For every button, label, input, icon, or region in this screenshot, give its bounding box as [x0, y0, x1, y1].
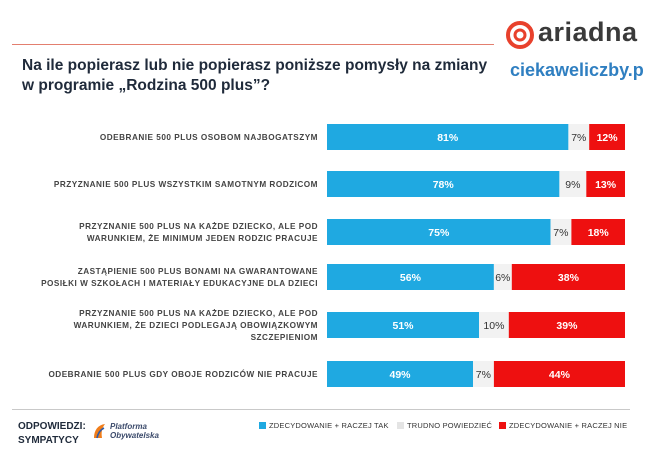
data-label-neutral-3: 6%	[495, 272, 510, 284]
category-label-4-line-2: SZCZEPIENIOM	[251, 333, 318, 342]
ariadna-logo: ariadna	[505, 17, 640, 56]
legend-label-yes: ZDECYDOWANIE + RACZEJ TAK	[269, 421, 389, 430]
party-name-line2: Obywatelska	[110, 431, 159, 440]
top-divider	[12, 44, 494, 45]
category-label-0-line-0: ODEBRANIE 500 PLUS OSOBOM NAJBOGATSZYM	[100, 133, 318, 142]
legend-item-neutral: TRUDNO POWIEDZIEĆ	[397, 421, 492, 430]
party-logo: Platforma Obywatelska	[92, 420, 172, 446]
answers-block: ODPOWIEDZI: SYMPATYCY	[18, 420, 86, 448]
bar-no-5	[493, 361, 625, 387]
category-label-3-line-0: ZASTĄPIENIE 500 PLUS BONAMI NA GWARANTOW…	[78, 267, 318, 276]
chart-legend: ZDECYDOWANIE + RACZEJ TAK TRUDNO POWIEDZ…	[0, 421, 645, 435]
bar-yes-3	[327, 264, 494, 290]
bar-no-3	[511, 264, 625, 290]
brand-site: ciekaweliczby.pl	[510, 60, 645, 80]
legend-swatch-neutral	[397, 422, 404, 429]
legend-label-no: ZDECYDOWANIE + RACZEJ NIE	[509, 421, 628, 430]
data-label-no-0: 12%	[597, 132, 619, 144]
bar-neutral-0	[568, 124, 590, 150]
bar-no-1	[586, 171, 625, 197]
answers-label: ODPOWIEDZI:	[18, 421, 86, 432]
category-label-2-line-1: WARUNKIEM, ŻE MINIMUM JEDEN RODZIC PRACU…	[87, 233, 318, 243]
bar-yes-5	[327, 361, 473, 387]
data-label-yes-3: 56%	[400, 272, 422, 284]
category-label-1-line-0: PRZYZNANIE 500 PLUS WSZYSTKIM SAMOTNYM R…	[54, 180, 318, 189]
data-label-yes-0: 81%	[437, 132, 459, 144]
data-label-neutral-5: 7%	[476, 369, 491, 381]
legend-label-neutral: TRUDNO POWIEDZIEĆ	[407, 421, 493, 430]
bar-neutral-5	[473, 361, 494, 387]
party-name: Platforma Obywatelska	[110, 422, 159, 440]
category-label-4-line-0: PRZYZNANIE 500 PLUS NA KAŻDE DZIECKO, AL…	[79, 308, 318, 318]
bar-neutral-2	[550, 219, 572, 245]
category-label-4-line-1: WARUNKIEM, ŻE DZIECI PODLEGAJĄ OBOWIĄZKO…	[74, 320, 318, 330]
data-label-no-5: 44%	[549, 369, 571, 381]
bar-neutral-3	[493, 264, 512, 290]
bar-neutral-4	[479, 312, 509, 338]
data-label-no-3: 38%	[558, 272, 580, 284]
data-label-no-1: 13%	[595, 179, 617, 191]
bottom-divider	[12, 409, 630, 410]
ariadna-logo-icon	[506, 21, 534, 49]
bar-no-2	[571, 219, 625, 245]
data-label-neutral-0: 7%	[571, 132, 586, 144]
category-label-3-line-1: POSIŁKI W SZKOŁACH I MATERIAŁY EDUKACYJN…	[41, 279, 318, 288]
legend-item-yes: ZDECYDOWANIE + RACZEJ TAK	[259, 421, 389, 430]
bar-neutral-1	[559, 171, 587, 197]
data-label-neutral-4: 10%	[483, 320, 504, 332]
bar-no-0	[589, 124, 625, 150]
bar-no-4	[508, 312, 625, 338]
data-label-yes-4: 51%	[392, 320, 414, 332]
data-label-no-4: 39%	[556, 320, 578, 332]
data-label-neutral-1: 9%	[565, 179, 580, 191]
bar-yes-0	[327, 124, 569, 150]
bar-yes-4	[327, 312, 479, 338]
bar-yes-1	[327, 171, 560, 197]
data-label-neutral-2: 7%	[553, 227, 568, 239]
legend-swatch-no	[499, 422, 506, 429]
party-logo-icon	[94, 424, 105, 439]
brand-name: ariadna	[538, 17, 638, 47]
category-label-5-line-0: ODEBRANIE 500 PLUS GDY OBOJE RODZICÓW NI…	[48, 368, 318, 379]
category-label-2-line-0: PRZYZNANIE 500 PLUS NA KAŻDE DZIECKO, AL…	[79, 221, 318, 231]
bar-yes-2	[327, 219, 551, 245]
group-label: SYMPATYCY	[18, 435, 79, 446]
data-label-no-2: 18%	[588, 227, 610, 239]
page-title: Na ile popierasz lub nie popierasz poniż…	[22, 57, 488, 94]
data-label-yes-5: 49%	[389, 369, 411, 381]
legend-item-no: ZDECYDOWANIE + RACZEJ NIE	[499, 421, 627, 430]
legend-swatch-yes	[259, 422, 266, 429]
data-label-yes-2: 75%	[428, 227, 450, 239]
party-name-line1: Platforma	[110, 422, 147, 431]
data-label-yes-1: 78%	[433, 179, 455, 191]
